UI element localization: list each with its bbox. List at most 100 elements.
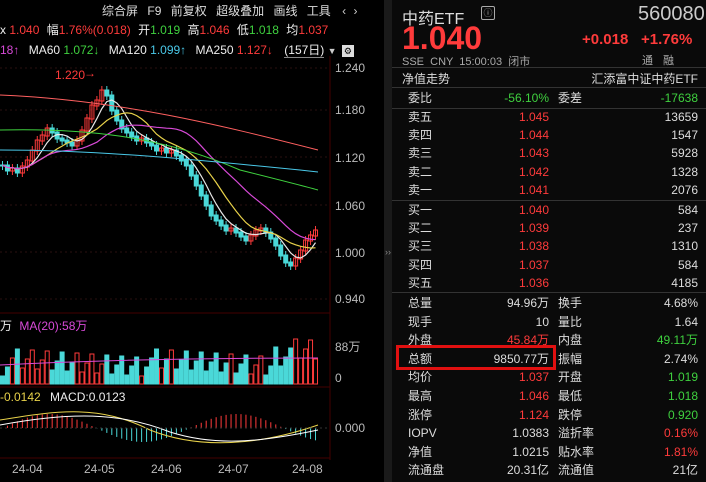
ask-row[interactable]: 卖一 1.041 2076 [392, 181, 706, 199]
toolbar-overlay[interactable]: 超级叠加 [216, 4, 265, 18]
weibi-label: 委比 [408, 91, 433, 105]
info-icon[interactable]: ⓘ [481, 6, 495, 20]
y-tick: 0.940 [335, 292, 366, 306]
candle-body [298, 249, 304, 260]
stat-value: 1.019 [667, 370, 698, 385]
candle-body [34, 139, 40, 152]
splitter[interactable] [384, 0, 392, 482]
chevron-down-icon[interactable]: ▼ [327, 46, 337, 56]
big-price: 1.040 [402, 20, 483, 56]
candle-body [183, 159, 189, 167]
ma60-label: MA60 [28, 43, 61, 57]
ma250-label: MA250 [195, 43, 234, 57]
candle-body [233, 227, 239, 234]
collapse-arrow-icon[interactable]: ›› [385, 247, 391, 257]
stat-value: 45.84万 [506, 333, 549, 348]
level-volume: 237 [677, 221, 698, 236]
kline-chart[interactable] [0, 0, 392, 482]
volume-bar [303, 348, 309, 385]
level-label: 买一 [408, 203, 433, 217]
volume-bar [59, 351, 65, 385]
level-price: 1.041 [518, 182, 549, 197]
level-label: 卖三 [408, 146, 433, 161]
stat-label: 贴水率 [558, 444, 595, 459]
volume-bar [223, 362, 229, 385]
candle-body [168, 149, 174, 154]
stat-value: 9850.77万 [493, 351, 549, 366]
level-label: 卖一 [408, 182, 433, 197]
stat-value: 10 [535, 314, 549, 329]
volume-bar [124, 374, 130, 385]
high-annotation: 1.220 [55, 68, 86, 82]
ask-row[interactable]: 卖二 1.042 1328 [392, 163, 706, 181]
volume-bar [24, 358, 30, 385]
volume-bar [104, 354, 110, 385]
ask-row[interactable]: 卖四 1.044 1547 [392, 126, 706, 144]
highlight-box [396, 345, 556, 370]
chevron-left-icon[interactable]: ‹ [342, 4, 347, 18]
level-volume: 2076 [671, 182, 698, 197]
level-price: 1.044 [518, 128, 549, 143]
change-value: +0.018 [582, 31, 629, 48]
candle-body [149, 141, 155, 147]
volume-bar [119, 355, 125, 385]
volume-bar [193, 360, 199, 385]
toolbar-draw[interactable]: 画线 [273, 4, 298, 18]
y-tick: 1.120 [335, 151, 366, 165]
ask-row[interactable]: 卖三 1.043 5928 [392, 144, 706, 162]
toolbar-composite[interactable]: 综合屏 [102, 4, 139, 18]
level-price: 1.038 [518, 239, 549, 254]
stat-row: 流通盘 20.31亿 流通值 21亿 [392, 461, 706, 479]
stat-value: 4.68% [663, 296, 698, 310]
volume-bar [283, 356, 289, 385]
ma60-value: 1.072↓ [63, 43, 100, 57]
tong-badge: 通 [642, 55, 653, 67]
toolbar-tools[interactable]: 工具 [306, 4, 331, 18]
bid-row[interactable]: 买二 1.039 237 [392, 219, 706, 237]
candle-body [59, 137, 65, 142]
bid-row[interactable]: 买四 1.037 584 [392, 256, 706, 274]
period-select[interactable]: (157日) [284, 43, 325, 58]
level-label: 卖二 [408, 164, 433, 179]
level-volume: 4185 [671, 275, 698, 290]
quote-panel: 中药ETF ⓘ 560080 1.040 +0.018 +1.76% SSE C… [392, 0, 706, 482]
stat-label: IOPV [408, 426, 437, 441]
rong-badge: 融 [663, 55, 674, 67]
quote-low: 1.018 [248, 23, 279, 37]
volume-bar [263, 374, 269, 385]
toolbar: 综合屏 F9 前复权 超级叠加 画线 工具 ‹ › [102, 2, 358, 19]
volume-bar [178, 359, 184, 385]
volume-bar [79, 371, 85, 385]
stat-label: 溢折率 [558, 426, 595, 441]
bid-row[interactable]: 买三 1.038 1310 [392, 237, 706, 255]
divider [392, 292, 706, 293]
divider [392, 200, 706, 201]
candle-body [89, 104, 95, 120]
ma120-line [0, 149, 319, 173]
bid-row[interactable]: 买一 1.040 584 [392, 201, 706, 219]
volume-bar [313, 358, 319, 385]
toolbar-f9[interactable]: F9 [147, 4, 162, 18]
stat-value: 1.0215 [512, 444, 549, 459]
settings-icon[interactable]: ⚙ [341, 45, 354, 57]
volume-bar [9, 357, 15, 385]
ask-row[interactable]: 卖五 1.045 13659 [392, 108, 706, 126]
candle-body [154, 144, 160, 152]
volume-bar [158, 367, 164, 385]
stat-label: 流通值 [558, 463, 595, 478]
stat-label: 涨停 [408, 407, 433, 422]
stat-label: 换手 [558, 296, 583, 310]
nav-trend-link[interactable]: 净值走势 [402, 72, 451, 86]
volume-bar [109, 373, 115, 385]
candle-body [129, 131, 135, 138]
volume-bar [114, 364, 120, 385]
bid-row[interactable]: 买五 1.036 4185 [392, 274, 706, 292]
stat-label: 开盘 [558, 370, 583, 385]
chevron-right-icon[interactable]: › [353, 4, 358, 18]
vol-header: 万 MA(20):58万 [0, 317, 87, 334]
stat-label: 振幅 [558, 351, 583, 366]
dea-line [0, 415, 319, 442]
toolbar-forward-adjust[interactable]: 前复权 [170, 4, 207, 18]
candle-body [313, 229, 319, 237]
candle-body [39, 134, 45, 142]
